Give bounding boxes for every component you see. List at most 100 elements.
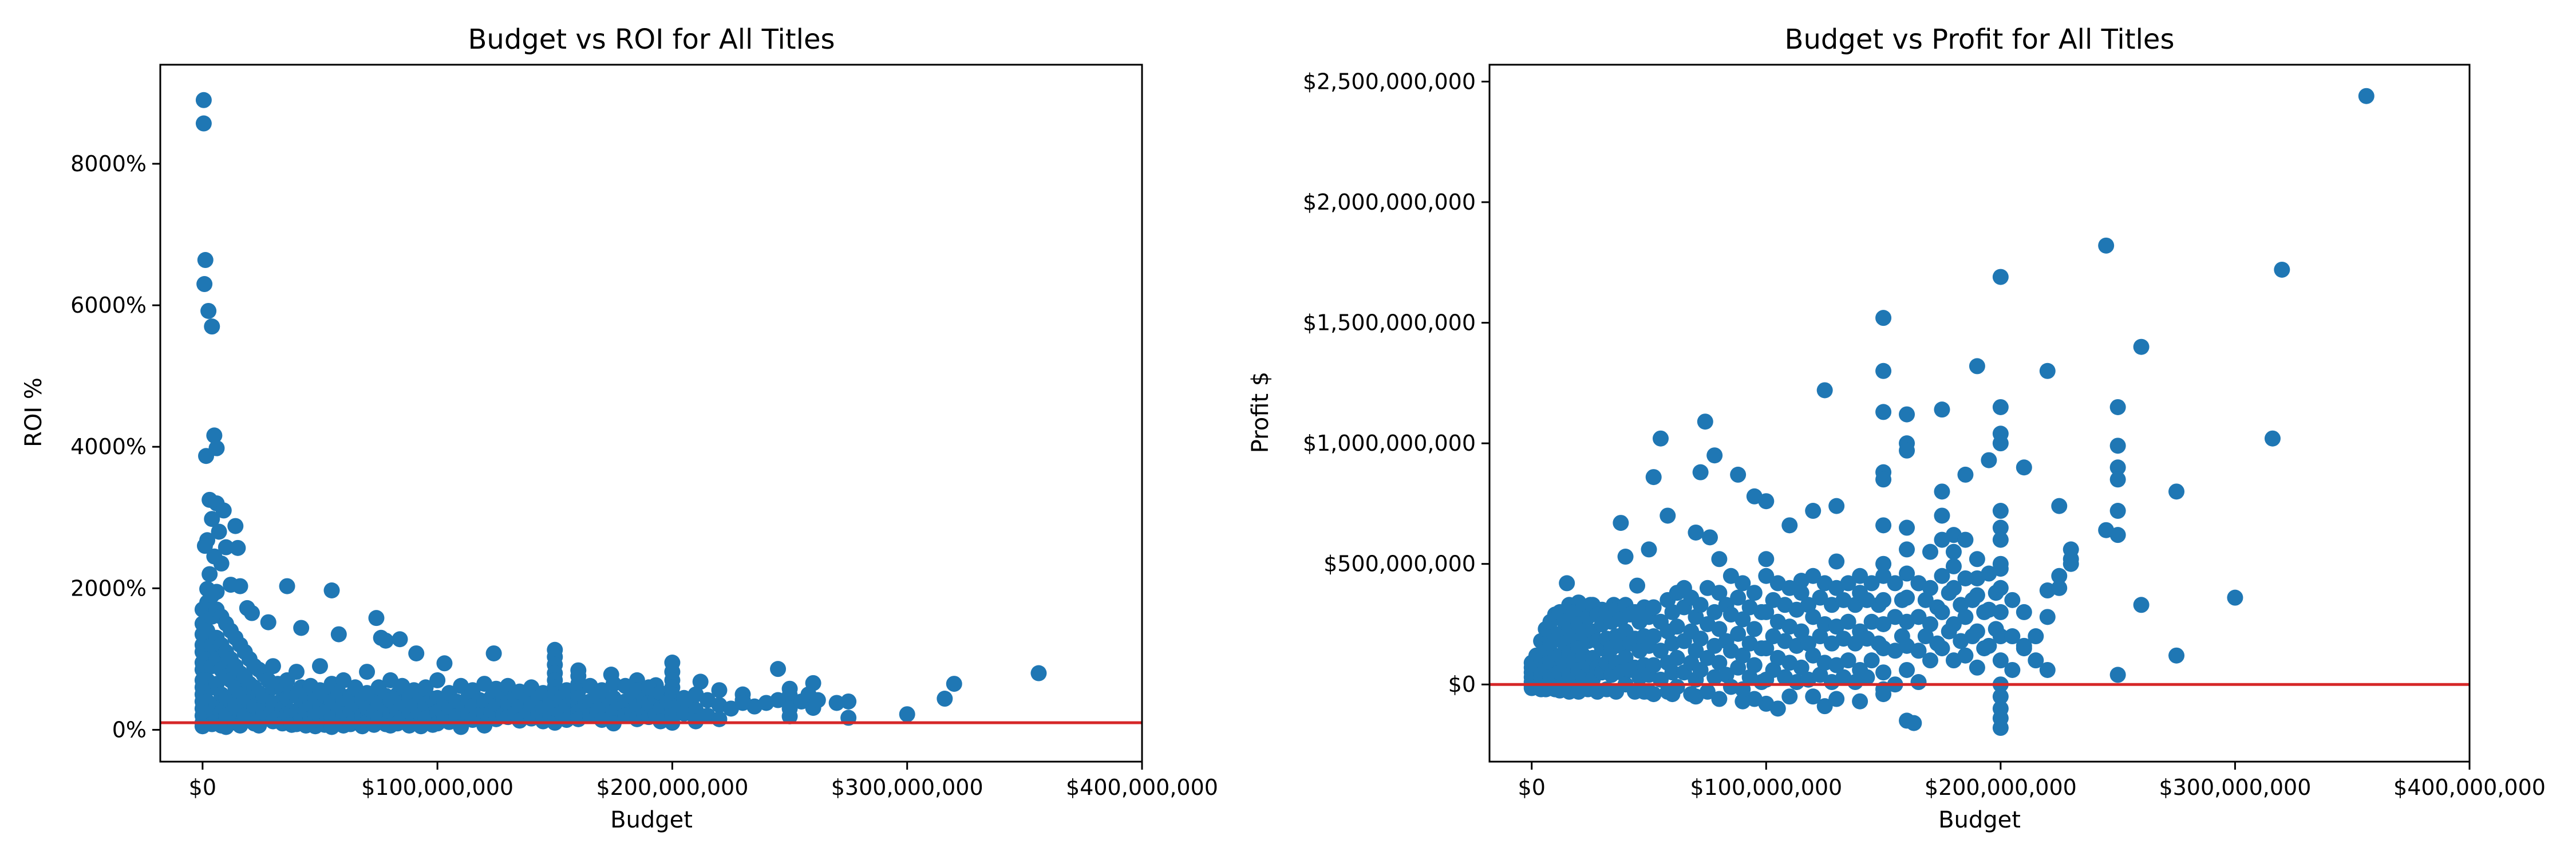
data-point (311, 658, 328, 675)
data-point (828, 695, 845, 711)
data-point (1899, 406, 1915, 423)
data-point (1934, 531, 1950, 548)
data-point (244, 605, 260, 621)
data-point (2051, 568, 2068, 584)
data-point (1945, 558, 1962, 574)
data-point (1652, 643, 1669, 659)
data-point (1629, 577, 1646, 594)
y-tick-label: $2,000,000,000 (1303, 190, 1476, 215)
data-point (1793, 623, 1809, 640)
data-point (937, 691, 953, 707)
y-tick-label: 0% (112, 717, 147, 742)
y-tick-label: 4000% (70, 434, 147, 459)
x-axis-label: Budget (610, 807, 693, 833)
data-point (436, 655, 453, 672)
data-point (213, 555, 230, 572)
data-point (204, 318, 220, 335)
data-point (1718, 667, 1735, 683)
axis-ticks: $0 $100,000,000 $200,000,000 $300,000,000 $4… (1303, 69, 2546, 800)
y-tick-label: $1,500,000,000 (1303, 310, 1476, 336)
data-point (1828, 498, 1845, 514)
data-point (2264, 430, 2281, 447)
data-point (1899, 589, 1915, 606)
data-point (1688, 609, 1704, 625)
data-point (1706, 604, 1723, 620)
data-point (196, 276, 213, 293)
data-point (2039, 661, 2056, 678)
data-point (2109, 667, 2126, 683)
data-point (1934, 604, 1950, 620)
data-point (1875, 555, 1892, 572)
data-point (1669, 679, 1685, 695)
data-point (1645, 628, 1662, 645)
data-point (1875, 664, 1892, 681)
data-point (1812, 589, 1828, 606)
plot-frame (1488, 64, 2471, 763)
data-point (1917, 628, 1934, 645)
data-point (1840, 652, 1856, 669)
data-point (392, 631, 408, 648)
data-point (2004, 628, 2021, 645)
data-point (2016, 604, 2032, 620)
data-point (1746, 621, 1763, 637)
data-point (1746, 585, 1763, 601)
x-tick-label: $200,000,000 (596, 775, 748, 800)
data-point (1816, 382, 1833, 399)
data-point (1805, 503, 1822, 519)
x-tick-label: $0 (1518, 775, 1546, 800)
data-point (2016, 637, 2032, 654)
data-point (2028, 652, 2044, 669)
data-point (1735, 693, 1751, 710)
data-point (1992, 269, 2009, 285)
data-point (2004, 592, 2021, 608)
data-point (1863, 652, 1880, 669)
data-point (1805, 609, 1822, 625)
data-point (1992, 652, 2009, 669)
data-point (1992, 555, 2009, 572)
data-point (1840, 575, 1856, 592)
data-point (1981, 637, 1997, 654)
data-point (1617, 549, 1634, 565)
data-point (1030, 665, 1047, 681)
chart-title: Budget vs Profit for All Titles (1785, 23, 2175, 56)
data-point (196, 538, 213, 554)
data-point (288, 664, 305, 680)
data-point (2109, 438, 2126, 454)
data-point (1969, 358, 1985, 375)
data-point (1664, 664, 1681, 681)
data-point (2109, 399, 2126, 415)
data-point (2004, 661, 2021, 678)
y-tick-label: $500,000,000 (1323, 551, 1476, 577)
data-point (1699, 683, 1716, 700)
data-point (1641, 541, 1657, 558)
data-point (1969, 587, 1985, 604)
data-point (1934, 483, 1950, 500)
data-point (232, 578, 248, 594)
data-point (1922, 543, 1938, 560)
data-point (1645, 657, 1662, 673)
data-point (2133, 597, 2150, 613)
data-point (1758, 551, 1775, 568)
x-tick-label: $200,000,000 (1925, 775, 2077, 800)
data-point (1910, 609, 1927, 625)
data-point (809, 692, 826, 708)
data-point (1711, 655, 1728, 671)
data-point (1692, 661, 1709, 678)
data-point (260, 614, 276, 631)
data-point (1701, 529, 1718, 546)
data-point (429, 672, 446, 688)
data-point (1934, 401, 1950, 418)
x-axis-label: Budget (1938, 807, 2021, 833)
data-point (1669, 649, 1685, 666)
data-point (1711, 551, 1728, 568)
data-point (227, 518, 244, 534)
data-point (2109, 459, 2126, 476)
data-point (2227, 589, 2243, 606)
data-point (1875, 568, 1892, 584)
x-tick-label: $100,000,000 (1690, 775, 1842, 800)
data-point (1969, 623, 1985, 640)
data-point (206, 427, 223, 444)
data-point (1669, 585, 1685, 601)
x-tick-label: $100,000,000 (361, 775, 513, 800)
data-point (1957, 531, 1974, 548)
